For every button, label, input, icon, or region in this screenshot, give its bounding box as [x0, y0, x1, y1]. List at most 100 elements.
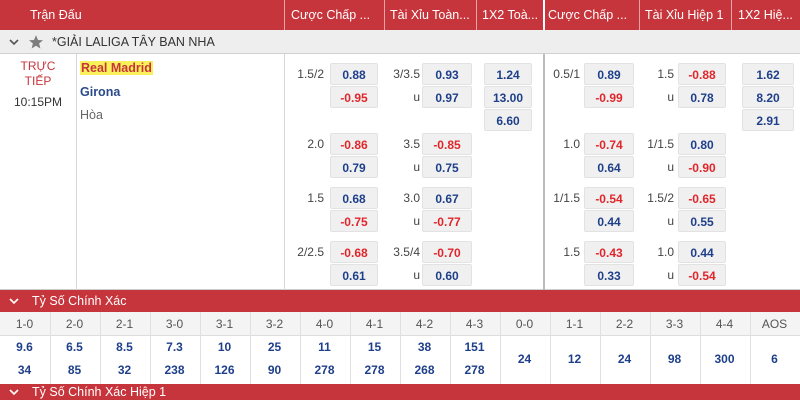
odds-button[interactable]: -0.99 — [584, 86, 634, 108]
odds-button[interactable]: -0.95 — [330, 86, 378, 108]
odds-button[interactable]: 0.60 — [422, 264, 472, 286]
odds-button[interactable]: 0.78 — [678, 86, 726, 108]
score-odds[interactable]: 24 — [517, 352, 532, 366]
header-divider — [731, 0, 732, 30]
score-odds[interactable]: 10 — [217, 340, 232, 354]
divider — [50, 312, 51, 384]
odds-button[interactable]: 1.62 — [742, 63, 794, 85]
col-1x2-ft[interactable]: 1X2 Toà... — [482, 8, 539, 22]
odds-button[interactable]: -0.90 — [678, 156, 726, 178]
total-line: 1.5 — [657, 67, 674, 81]
score-label: 1-1 — [565, 317, 584, 331]
score-odds[interactable]: 8.5 — [116, 340, 133, 354]
draw-label: Hòa — [80, 108, 103, 122]
score-odds[interactable]: 7.3 — [166, 340, 183, 354]
star-icon[interactable] — [28, 34, 44, 50]
odds-button[interactable]: 0.75 — [422, 156, 472, 178]
score-label: 2-2 — [615, 317, 634, 331]
odds-button[interactable]: 0.88 — [330, 63, 378, 85]
score-odds[interactable]: 34 — [17, 363, 32, 377]
correct-score-header[interactable]: Tỷ Số Chính Xác — [0, 290, 800, 312]
table-header: Trận Đấu Cược Chấp ... Tài Xỉu Toàn... 1… — [0, 0, 800, 30]
col-ou-ft[interactable]: Tài Xỉu Toàn... — [390, 8, 470, 22]
col-ou-h1[interactable]: Tài Xỉu Hiệp 1 — [645, 8, 724, 22]
odds-button[interactable]: 0.93 — [422, 63, 472, 85]
odds-button[interactable]: -0.43 — [584, 241, 634, 263]
score-odds[interactable]: 268 — [414, 363, 435, 377]
score-odds[interactable]: 278 — [364, 363, 385, 377]
score-odds[interactable]: 12 — [567, 352, 582, 366]
score-odds[interactable]: 151 — [464, 340, 485, 354]
odds-button[interactable]: 1.24 — [484, 63, 532, 85]
score-odds[interactable]: 90 — [267, 363, 282, 377]
under-label: u — [413, 160, 420, 174]
score-odds[interactable]: 238 — [164, 363, 185, 377]
odds-button[interactable]: -0.85 — [422, 133, 472, 155]
odds-button[interactable]: 0.79 — [330, 156, 378, 178]
col-hdp-h1[interactable]: Cược Chấp ... — [548, 8, 628, 22]
odds-button[interactable]: -0.65 — [678, 187, 726, 209]
divider — [250, 312, 251, 384]
odds-button[interactable]: 13.00 — [484, 86, 532, 108]
home-team[interactable]: Real Madrid — [80, 61, 153, 75]
away-team[interactable]: Girona — [80, 85, 121, 99]
score-odds[interactable]: 15 — [367, 340, 382, 354]
odds-button[interactable]: 0.44 — [584, 210, 634, 232]
under-label: u — [667, 268, 674, 282]
score-odds[interactable]: 38 — [417, 340, 432, 354]
score-odds[interactable]: 85 — [67, 363, 82, 377]
header-divider — [639, 0, 640, 30]
score-odds[interactable]: 278 — [464, 363, 485, 377]
score-odds[interactable]: 126 — [214, 363, 235, 377]
score-odds[interactable]: 9.6 — [16, 340, 33, 354]
odds-button[interactable]: 0.55 — [678, 210, 726, 232]
odds-button[interactable]: 6.60 — [484, 109, 532, 131]
odds-button[interactable]: 0.67 — [422, 187, 472, 209]
odds-button[interactable]: 0.61 — [330, 264, 378, 286]
odds-button[interactable]: 0.64 — [584, 156, 634, 178]
score-odds[interactable]: 32 — [117, 363, 132, 377]
odds-button[interactable]: -0.75 — [330, 210, 378, 232]
odds-button[interactable]: 2.91 — [742, 109, 794, 131]
score-odds[interactable]: 24 — [617, 352, 632, 366]
odds-button[interactable]: -0.77 — [422, 210, 472, 232]
league-row[interactable]: *GIẢI LALIGA TÂY BAN NHA — [0, 30, 800, 54]
divider — [284, 54, 285, 290]
odds-button[interactable]: -0.74 — [584, 133, 634, 155]
score-odds[interactable]: 11 — [318, 340, 331, 354]
odds-button[interactable]: -0.68 — [330, 241, 378, 263]
odds-button[interactable]: -0.88 — [678, 63, 726, 85]
odds-button[interactable]: 8.20 — [742, 86, 794, 108]
live-status: TIẾP — [24, 74, 52, 88]
odds-button[interactable]: -0.54 — [678, 264, 726, 286]
score-odds[interactable]: 278 — [314, 363, 335, 377]
odds-button[interactable]: -0.54 — [584, 187, 634, 209]
odds-button[interactable]: -0.86 — [330, 133, 378, 155]
score-odds[interactable]: 300 — [714, 352, 735, 366]
chevron-down-icon[interactable] — [8, 295, 20, 307]
under-label: u — [667, 160, 674, 174]
score-odds[interactable]: 6 — [771, 352, 778, 366]
correct-score-h1-header[interactable]: Tỷ Số Chính Xác Hiệp 1 — [0, 384, 800, 400]
odds-button[interactable]: 0.68 — [330, 187, 378, 209]
handicap-line: 2/2.5 — [297, 245, 324, 259]
score-odds[interactable]: 25 — [267, 340, 282, 354]
odds-button[interactable]: 0.89 — [584, 63, 634, 85]
odds-button[interactable]: -0.70 — [422, 241, 472, 263]
col-1x2-h1[interactable]: 1X2 Hiệ... — [738, 8, 793, 22]
score-label: 2-1 — [115, 317, 134, 331]
live-status: TRỰC — [20, 59, 56, 73]
odds-button[interactable]: 0.33 — [584, 264, 634, 286]
correct-score-h1-title: Tỷ Số Chính Xác Hiệp 1 — [32, 385, 167, 399]
score-odds[interactable]: 98 — [667, 352, 682, 366]
score-label: 2-0 — [65, 317, 84, 331]
divider — [300, 312, 301, 384]
total-line: 3.5/4 — [393, 245, 420, 259]
odds-button[interactable]: 0.80 — [678, 133, 726, 155]
odds-button[interactable]: 0.44 — [678, 241, 726, 263]
chevron-down-icon[interactable] — [8, 386, 20, 398]
chevron-down-icon[interactable] — [8, 36, 20, 48]
col-hdp-ft[interactable]: Cược Chấp ... — [291, 8, 371, 22]
odds-button[interactable]: 0.97 — [422, 86, 472, 108]
score-odds[interactable]: 6.5 — [66, 340, 83, 354]
